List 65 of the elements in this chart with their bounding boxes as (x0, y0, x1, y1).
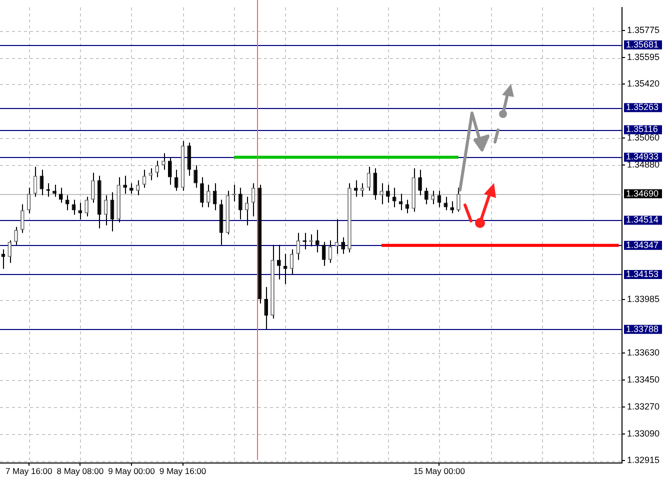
y-tick-label: 1.33090 (627, 428, 660, 439)
candlestick (380, 182, 384, 205)
candlestick (136, 180, 140, 196)
x-tick-label: 15 May 00:00 (413, 466, 466, 476)
candlestick (341, 236, 345, 254)
candlestick (14, 226, 18, 246)
candlestick (91, 172, 95, 204)
candlestick (168, 157, 172, 186)
candlestick (52, 184, 56, 198)
candlestick (430, 190, 435, 205)
candlestick (78, 202, 82, 220)
candlestick (450, 200, 454, 214)
x-tick-label: 9 May 00:00 (108, 466, 156, 476)
candlestick (65, 194, 70, 211)
candlestick (206, 184, 210, 208)
ref-line-label: 1.34933 (626, 152, 659, 162)
candlestick (386, 184, 390, 204)
ref-line-label: 1.34153 (626, 268, 659, 279)
y-tick-label: 1.33630 (627, 348, 660, 358)
ref-line-label: 1.35681 (626, 39, 659, 50)
ref-line-label: 1.35263 (626, 102, 659, 112)
candlestick (283, 253, 288, 284)
y-tick-label: 1.33270 (627, 402, 660, 412)
candlestick (238, 187, 242, 220)
x-tick-label: 9 May 16:00 (159, 466, 206, 476)
y-tick-label: 1.32915 (627, 455, 660, 466)
ref-line-label: 1.34514 (626, 214, 659, 225)
candlestick (84, 196, 88, 217)
x-tick-label: 7 May 16:00 (5, 466, 53, 476)
y-tick-label: 1.34880 (627, 160, 660, 170)
candlestick (8, 240, 12, 264)
candlestick (456, 187, 460, 212)
candlestick (392, 187, 396, 208)
candlestick (418, 169, 422, 196)
y-tick-label: 1.35060 (627, 132, 660, 143)
ref-line-label: 1.35116 (626, 124, 658, 134)
candlestick (130, 182, 134, 194)
candlestick (200, 176, 204, 208)
y-tick-label: 1.35775 (627, 25, 660, 36)
candlestick (354, 180, 358, 198)
candlestick (277, 244, 281, 280)
ref-line-label: 1.34347 (626, 240, 659, 250)
candlestick (187, 142, 192, 176)
candlestick (373, 168, 378, 200)
candlestick (424, 187, 428, 205)
candlestick (444, 196, 448, 211)
candlestick (334, 218, 339, 254)
y-tick-label: 1.33450 (627, 374, 660, 385)
y-tick-label: 1.35595 (627, 52, 660, 62)
candlestick (162, 152, 166, 170)
candlestick (264, 286, 268, 330)
candlestick (123, 175, 127, 194)
candlestick (155, 160, 160, 178)
candlestick (26, 187, 31, 214)
x-tick-label: 8 May 08:00 (56, 466, 104, 476)
candlestick (20, 204, 24, 234)
y-tick-label: 1.33985 (627, 294, 660, 304)
y-tick-label: 1.35420 (627, 78, 660, 89)
ref-line-label: 1.34690 (626, 188, 659, 198)
candlestick (174, 169, 178, 192)
candlestick (194, 164, 198, 188)
candlestick (58, 187, 63, 204)
candlestick (315, 229, 320, 253)
ref-line-label: 1.33788 (626, 324, 659, 334)
candlestick (244, 196, 249, 226)
